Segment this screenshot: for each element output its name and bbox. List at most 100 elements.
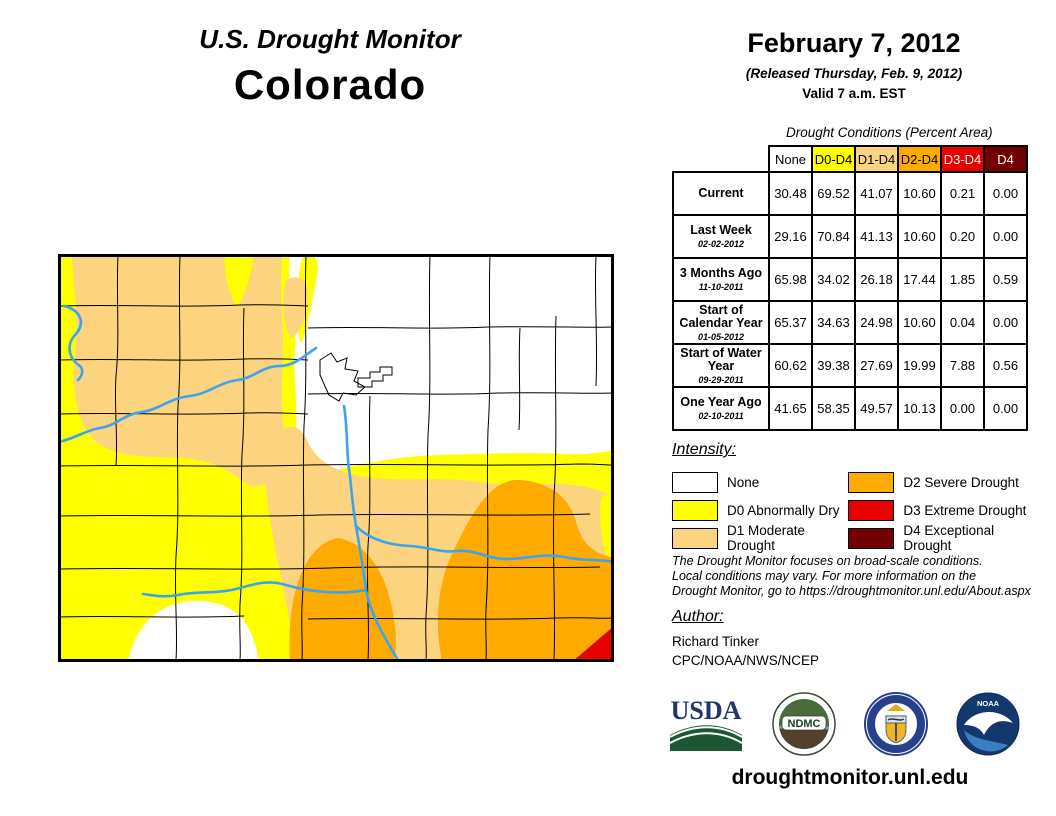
drought-intensity-layers bbox=[58, 253, 614, 662]
legend-label: D4 Exceptional Drought bbox=[903, 523, 995, 553]
value-cell: 60.62 bbox=[768, 343, 813, 388]
legend-label: D0 Abnormally Dry bbox=[727, 502, 840, 518]
legend-swatch bbox=[848, 527, 895, 549]
value-cell: 0.56 bbox=[983, 343, 1028, 388]
column-header-d1-d4: D1-D4 bbox=[854, 145, 899, 173]
release-date: (Released Thursday, Feb. 9, 2012) bbox=[745, 66, 963, 81]
map-d1-finger bbox=[283, 277, 309, 338]
ndmc-logo: NDMC bbox=[772, 692, 836, 756]
map-d2-region-southcentral bbox=[289, 538, 396, 662]
usda-logo-text: USDA bbox=[671, 696, 742, 725]
value-cell: 0.04 bbox=[940, 300, 985, 345]
value-cell: 0.00 bbox=[983, 300, 1028, 345]
river-southwest bbox=[141, 581, 368, 598]
legend-column-left: None D0 Abnormally Dry D1 Moderate Drought bbox=[672, 468, 848, 553]
value-cell: 0.00 bbox=[983, 214, 1028, 259]
value-cell: 0.21 bbox=[940, 171, 985, 216]
legend-swatch bbox=[848, 499, 895, 521]
legend-swatch bbox=[672, 499, 718, 521]
noaa-logo-text: NOAA bbox=[977, 699, 1000, 708]
row-label-cell: Current bbox=[672, 171, 770, 216]
noaa-logo: NOAA bbox=[956, 692, 1020, 756]
county-boundaries-layer bbox=[59, 255, 613, 661]
value-cell: 24.98 bbox=[854, 300, 899, 345]
legend-item: D4 Exceptional Drought bbox=[848, 523, 1042, 553]
legend-item: D0 Abnormally Dry bbox=[672, 496, 848, 524]
drought-map-svg bbox=[56, 253, 616, 664]
legend-label: D1 Moderate Drought bbox=[727, 523, 806, 553]
value-cell: 65.37 bbox=[768, 300, 813, 345]
row-label-cell: Start of Water Year 09-29-2011 bbox=[672, 343, 770, 388]
value-cell: 41.65 bbox=[768, 386, 813, 431]
value-cell: 58.35 bbox=[811, 386, 856, 431]
value-cell: 29.16 bbox=[768, 214, 813, 259]
value-cell: 70.84 bbox=[811, 214, 856, 259]
drought-conditions-table: None D0-D4 D1-D4 D2-D4 D3-D4 D4 Current 30.48 6… bbox=[672, 145, 1028, 431]
author-heading: Author: bbox=[672, 608, 724, 625]
row-label-cell: One Year Ago 02-10-2011 bbox=[672, 386, 770, 431]
legend-heading: Intensity: bbox=[672, 441, 737, 458]
column-header-d4: D4 bbox=[983, 145, 1028, 173]
legend-swatch bbox=[848, 471, 895, 493]
value-cell: 41.13 bbox=[854, 214, 899, 259]
legend-label: D2 Severe Drought bbox=[903, 474, 1019, 490]
author-block: Author: Richard Tinker CPC/NOAA/NWS/NCEP bbox=[672, 608, 819, 668]
river-arkansas-upper bbox=[342, 404, 358, 528]
state-border bbox=[58, 254, 614, 662]
map-d0-notch bbox=[224, 254, 254, 307]
map-d2-region-southeast bbox=[437, 479, 614, 662]
value-cell: 0.59 bbox=[983, 257, 1028, 302]
map-date: February 7, 2012 bbox=[747, 28, 961, 58]
river-colorado bbox=[56, 346, 318, 444]
legend-label: D3 Extreme Drought bbox=[903, 502, 1027, 518]
report-title-line1: U.S. Drought Monitor bbox=[199, 24, 461, 54]
legend-item: D3 Extreme Drought bbox=[848, 496, 1042, 524]
table-header: None D0-D4 D1-D4 D2-D4 D3-D4 D4 bbox=[673, 145, 1028, 173]
row-label-cell: Start of Calendar Year 01-05-2012 bbox=[672, 300, 770, 345]
legend-label: None bbox=[727, 474, 760, 490]
report-title: U.S. Drought Monitor Colorado bbox=[40, 24, 620, 109]
usda-logo: USDA bbox=[669, 696, 743, 751]
value-cell: 27.69 bbox=[854, 343, 899, 388]
value-cell: 34.02 bbox=[811, 257, 856, 302]
value-cell: 7.88 bbox=[940, 343, 985, 388]
legend-swatch bbox=[672, 471, 718, 493]
legend-column-right: D2 Severe Drought D3 Extreme Drought D4 Ex… bbox=[848, 468, 1042, 553]
river-arkansas bbox=[354, 524, 616, 564]
value-cell: 65.98 bbox=[768, 257, 813, 302]
column-header-d0-d4: D0-D4 bbox=[811, 145, 856, 173]
value-cell: 10.60 bbox=[897, 214, 942, 259]
value-cell: 41.07 bbox=[854, 171, 899, 216]
table-corner-cell bbox=[673, 146, 769, 172]
table-row: Last Week 02-02-2012 29.16 70.84 41.13 10.60 0… bbox=[672, 214, 1028, 259]
drought-monitor-url: droughtmonitor.unl.edu bbox=[731, 766, 969, 789]
map-none-southwest-patch bbox=[128, 600, 259, 662]
intensity-legend: Intensity: None D0 Abnormally Dry D1 Moder… bbox=[672, 441, 1042, 553]
legend-swatch bbox=[672, 527, 718, 549]
value-cell: 49.57 bbox=[854, 386, 899, 431]
legend-item: D1 Moderate Drought bbox=[672, 523, 848, 553]
value-cell: 10.60 bbox=[897, 300, 942, 345]
value-cell: 0.00 bbox=[983, 386, 1028, 431]
row-label-cell: 3 Months Ago 11-10-2011 bbox=[672, 257, 770, 302]
report-title-state: Colorado bbox=[233, 61, 427, 108]
legend-item: None bbox=[672, 468, 848, 496]
value-cell: 34.63 bbox=[811, 300, 856, 345]
map-d0-east-sliver bbox=[600, 493, 614, 563]
date-block: February 7, 2012 (Released Thursday, Feb… bbox=[660, 28, 1048, 101]
value-cell: 30.48 bbox=[768, 171, 813, 216]
table-row: 3 Months Ago 11-10-2011 65.98 34.02 26.18 17.… bbox=[672, 257, 1028, 302]
value-cell: 10.13 bbox=[897, 386, 942, 431]
value-cell: 1.85 bbox=[940, 257, 985, 302]
river-northwest bbox=[62, 304, 84, 382]
table-row: One Year Ago 02-10-2011 41.65 58.35 49.57 10.… bbox=[672, 386, 1028, 431]
disclaimer-text: The Drought Monitor focuses on broad-sca… bbox=[672, 554, 1031, 598]
commerce-seal-logo bbox=[864, 692, 928, 756]
valid-time: Valid 7 a.m. EST bbox=[802, 86, 906, 101]
rivers-layer bbox=[56, 304, 616, 664]
value-cell: 26.18 bbox=[854, 257, 899, 302]
colorado-drought-map bbox=[56, 253, 616, 664]
table-row: Start of Water Year 09-29-2011 60.62 39.38 2… bbox=[672, 343, 1028, 388]
map-d3-region-corner bbox=[572, 626, 614, 662]
